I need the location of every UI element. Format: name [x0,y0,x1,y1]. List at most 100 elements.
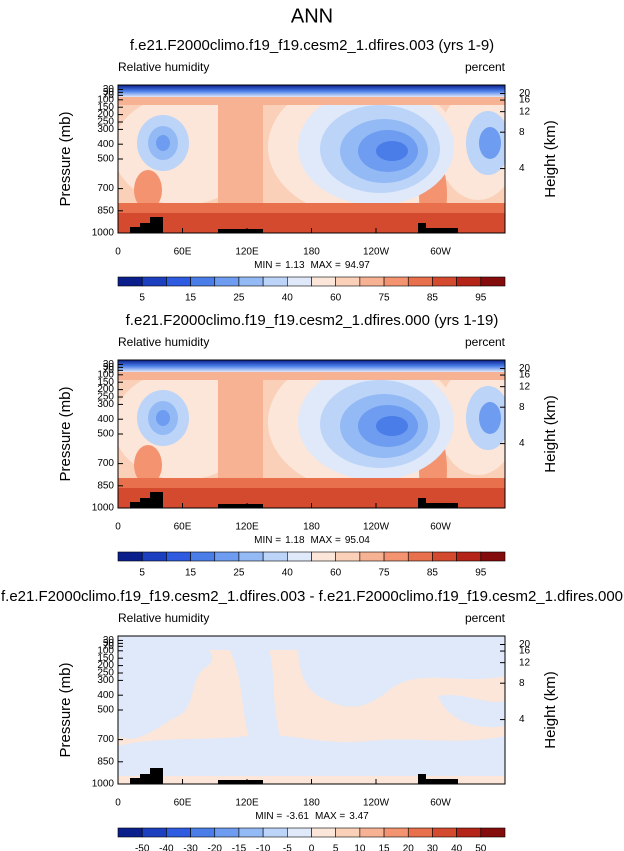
x-tick-label: 120E [235,798,259,809]
x-tick-label: 60E [174,247,192,258]
max-label: MAX = [315,811,345,822]
max-label: MAX = [311,535,341,546]
colorbar-box [456,276,482,287]
colorbar-box [432,827,457,838]
contour-field [118,636,505,784]
colorbar-label: 95 [475,293,487,304]
colorbar-box [287,551,312,562]
colorbar-box [311,827,336,838]
colorbar-label: -5 [283,844,292,851]
colorbar-box [141,551,167,562]
y-tick-label: 50 [103,362,115,373]
y-tick-label: 400 [97,690,114,701]
y-axis-title: Pressure (mb) [57,386,74,481]
y-tick-label: 250 [97,392,114,403]
min-label: MIN = [255,811,282,822]
y-tick-label: 100 [97,369,114,380]
colorbar-label: 60 [330,568,342,579]
colorbar-box [407,551,433,562]
colorbar-box [214,551,240,562]
colorbar-label: 0 [309,844,315,851]
colorbar-label: 95 [475,568,487,579]
min-max: MIN = -3.61 MAX = 3.47 [255,811,369,822]
y2-tick-label: 16 [519,95,531,106]
colorbar-box [407,276,433,287]
left-label: Relative humidity [118,335,209,349]
colorbar-box [262,551,288,562]
y-tick-label: 50 [103,638,115,649]
colorbar-box [262,827,288,838]
colorbar-box [359,551,385,562]
y-tick-label: 30 [103,359,115,370]
colorbar-label: -10 [256,844,271,851]
colorbar-box [383,827,409,838]
max-label: MAX = [311,260,341,271]
colorbar-box [359,276,385,287]
colorbar-box [335,276,361,287]
min-max: MIN = 1.13 MAX = 94.97 [254,260,370,271]
colorbar-label: -20 [208,844,223,851]
colorbar-box [432,276,457,287]
y-tick-label: 1000 [92,779,115,790]
y-tick-label: 150 [97,102,114,113]
colorbar-label: -15 [232,844,247,851]
y2-tick-label: 20 [519,363,531,374]
colorbar-box [166,827,191,838]
colorbar-label: 10 [354,844,366,851]
y-tick-label: 700 [97,183,114,194]
y-axis-title: Pressure (mb) [57,662,74,757]
y-tick-label: 700 [97,734,114,745]
colorbar-box [311,551,336,562]
colorbar-box [190,276,216,287]
min-label: MIN = [254,535,281,546]
colorbar-label: 15 [185,568,197,579]
y2-tick-label: 20 [519,88,531,99]
max: 94.97 [345,260,370,271]
y-axis-title: Pressure (mb) [57,111,74,206]
x-tick-label: 120W [363,247,390,258]
y-tick-label: 200 [97,660,114,671]
colorbar-box [432,551,457,562]
colorbar-box [311,276,336,287]
y-tick-label: 850 [97,205,114,216]
colorbar-label: 15 [379,844,391,851]
y2-tick-label: 4 [519,163,525,174]
colorbar-box [141,827,167,838]
y-tick-label: 70 [103,365,115,376]
colorbar-label: 85 [427,568,439,579]
colorbar-label: 30 [427,844,439,851]
y2-tick-label: 8 [519,678,525,689]
min-label: MIN = [254,260,281,271]
colorbar-box [238,827,264,838]
figure-title: ANN [291,5,333,27]
colorbar-label: 5 [139,568,145,579]
colorbar-box [117,551,143,562]
y-tick-label: 400 [97,414,114,425]
y2-tick-label: 16 [519,646,531,657]
x-tick-label: 60W [430,247,451,258]
max: 3.47 [349,811,369,822]
y2-tick-label: 8 [519,127,525,138]
right-label: percent [465,60,506,74]
colorbar-box [214,276,240,287]
min: 1.13 [285,260,305,271]
y2-tick-label: 12 [519,381,531,392]
colorbar-box [190,551,216,562]
y-tick-label: 1000 [92,503,115,514]
y-tick-label: 50 [103,87,115,98]
y2-tick-label: 4 [519,438,525,449]
colorbar-label: 75 [379,568,391,579]
colorbar-label: 75 [379,293,391,304]
x-tick-label: 120W [363,798,390,809]
colorbar-box [335,551,361,562]
y-tick-label: 150 [97,377,114,388]
y-tick-label: 70 [103,641,115,652]
y2-axis-title: Height (km) [542,120,559,198]
panel-title: f.e21.F2000climo.f19_f19.cesm2_1.dfires.… [126,312,499,329]
x-tick-label: 60E [174,522,192,533]
colorbar-box [383,551,409,562]
x-tick-label: 120E [235,247,259,258]
colorbar-label: 60 [330,293,342,304]
y2-tick-label: 12 [519,657,531,668]
colorbar-box [480,551,506,562]
